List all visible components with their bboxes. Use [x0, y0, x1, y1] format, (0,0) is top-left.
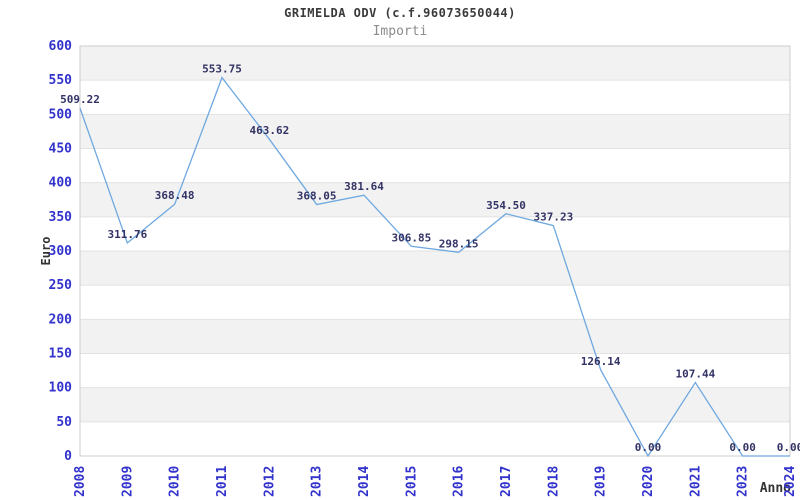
point-label: 509.22 — [60, 93, 100, 106]
point-label: 0.00 — [729, 441, 756, 454]
x-tick-label: 2010 — [168, 466, 183, 497]
plot-band — [80, 114, 790, 149]
point-label: 0.00 — [777, 441, 800, 454]
y-tick-label: 550 — [49, 73, 73, 88]
y-tick-label: 100 — [49, 381, 73, 396]
x-tick-label: 2018 — [546, 466, 561, 497]
x-tick-label: 2024 — [783, 466, 798, 497]
x-tick-label: 2009 — [120, 466, 135, 497]
point-label: 354.50 — [486, 199, 526, 212]
point-label: 107.44 — [675, 368, 715, 381]
y-tick-label: 50 — [56, 415, 72, 430]
point-label: 553.75 — [202, 63, 242, 76]
y-tick-label: 350 — [49, 210, 73, 225]
point-label: 311.76 — [107, 228, 147, 241]
plot-border — [79, 45, 791, 457]
point-label: 463.62 — [249, 124, 289, 137]
point-label: 298.15 — [439, 237, 479, 250]
point-label: 368.05 — [297, 189, 337, 202]
y-tick-label: 0 — [64, 449, 72, 464]
plot-band — [80, 387, 790, 422]
y-tick-label: 250 — [49, 278, 73, 293]
x-tick-label: 2016 — [452, 466, 467, 497]
point-label: 126.14 — [581, 355, 621, 368]
y-tick-label: 500 — [49, 107, 73, 122]
data-line — [79, 76, 790, 458]
x-tick-label: 2008 — [73, 466, 88, 497]
y-tick-label: 600 — [49, 39, 73, 54]
point-label: 0.00 — [635, 441, 662, 454]
y-tick-label: 150 — [49, 347, 73, 362]
x-tick-label: 2021 — [688, 466, 703, 497]
x-tick-label: 2020 — [641, 466, 656, 497]
point-label: 337.23 — [533, 211, 573, 224]
x-tick-label: 2013 — [310, 466, 325, 497]
x-tick-label: 2011 — [215, 466, 230, 497]
x-tick-label: 2014 — [357, 466, 372, 497]
plot-band — [80, 46, 790, 81]
point-label: 306.85 — [391, 231, 431, 244]
plot-band — [80, 319, 790, 354]
x-tick-label: 2023 — [736, 466, 751, 497]
chart-title: GRIMELDA ODV (c.f.96073650044) — [284, 6, 516, 20]
y-tick-label: 400 — [49, 176, 73, 191]
chart-subtitle: Importi — [372, 24, 428, 39]
point-label: 368.48 — [155, 189, 195, 202]
point-label: 381.64 — [344, 180, 384, 193]
plot-band — [80, 182, 790, 217]
x-tick-label: 2019 — [594, 466, 609, 497]
x-tick-label: 2012 — [262, 466, 277, 497]
y-tick-label: 300 — [49, 244, 73, 259]
y-tick-label: 200 — [49, 312, 73, 327]
plot-band — [80, 251, 790, 286]
x-tick-label: 2015 — [404, 466, 419, 497]
x-axis-title: Anno — [759, 481, 791, 496]
y-tick-label: 450 — [49, 142, 73, 157]
x-tick-label: 2017 — [499, 466, 514, 497]
